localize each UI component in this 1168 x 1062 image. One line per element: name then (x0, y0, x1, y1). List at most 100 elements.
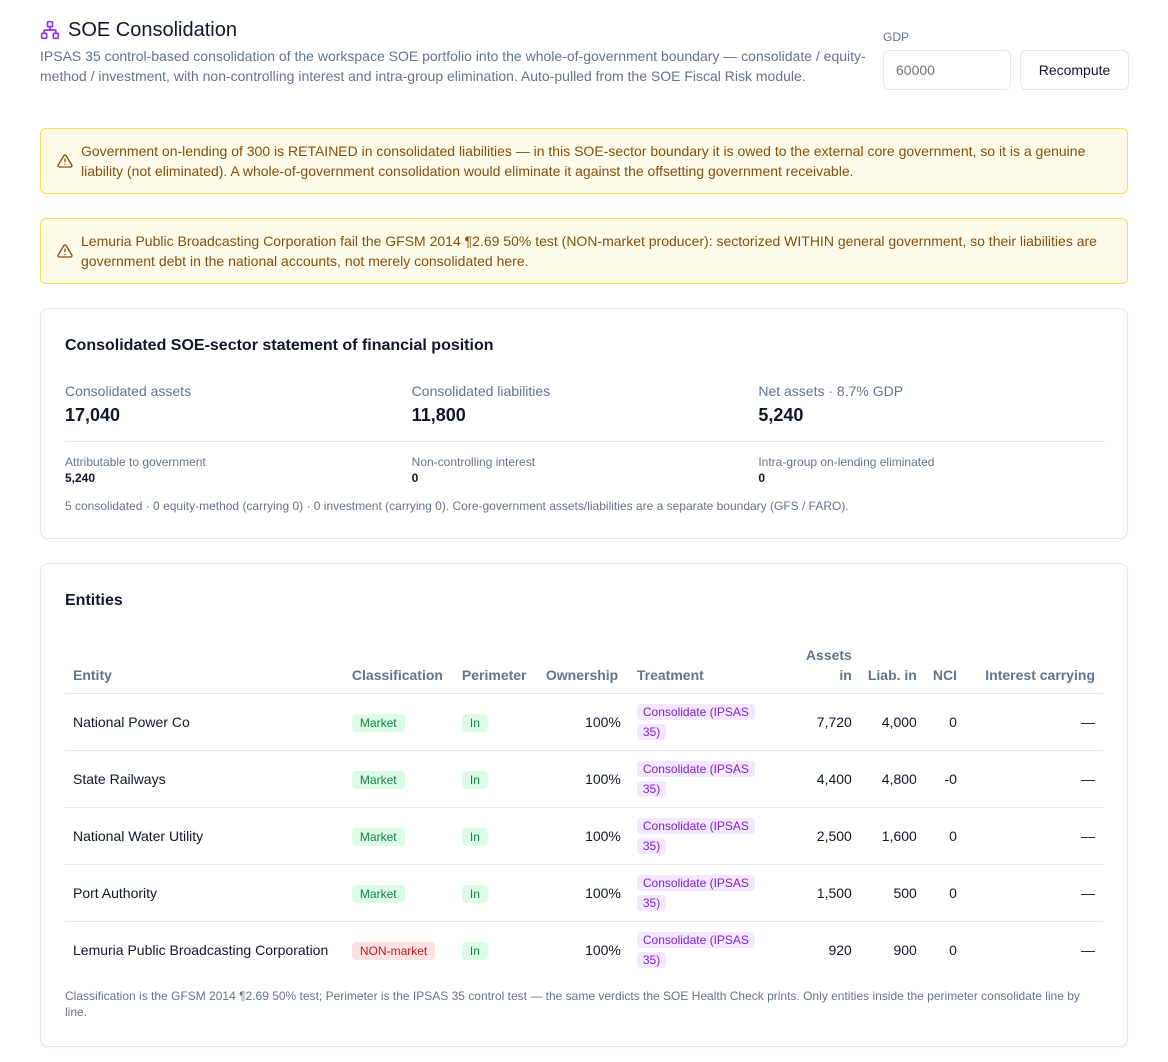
classification-badge: Market (351, 884, 405, 903)
divider (65, 441, 1105, 442)
cell-liabilities: 900 (893, 941, 917, 958)
recompute-button[interactable]: Recompute (1020, 50, 1129, 90)
submetric-label: Intra-group on-lending eliminated (758, 455, 935, 469)
alert-text: Government on-lending of 300 is RETAINED… (81, 143, 1086, 179)
metric-consolidated-assets: Consolidated assets 17,040 (65, 383, 412, 426)
submetric-label: Non-controlling interest (411, 455, 536, 469)
cell-nci: 0 (949, 884, 957, 901)
financial-position-card: Consolidated SOE-sector statement of fin… (40, 308, 1128, 539)
metric-label: Consolidated assets (65, 383, 192, 399)
cell-entity: State Railways (73, 770, 166, 787)
cell-nci: -0 (944, 770, 957, 787)
cell-interest: — (1081, 884, 1095, 901)
perimeter-badge: In (461, 941, 488, 960)
cell-entity: Port Authority (73, 884, 158, 901)
cell-assets: 2,500 (816, 827, 852, 844)
col-nci: NCI (932, 666, 957, 683)
warning-triangle-icon (57, 153, 73, 169)
metric-consolidated-liabilities: Consolidated liabilities 11,800 (412, 383, 759, 426)
gdp-input[interactable] (883, 50, 1011, 90)
cell-ownership: 100% (585, 884, 621, 901)
table-row: Port Authority Market In 100% Consolidat… (65, 864, 1103, 921)
perimeter-badge: In (461, 827, 488, 846)
warning-triangle-icon (57, 243, 73, 259)
entities-card: Entities Entity Classification Perimeter… (40, 563, 1128, 1047)
card-title: Consolidated SOE-sector statement of fin… (65, 337, 494, 354)
metric-value: 5,240 (758, 405, 804, 425)
submetric-label: Attributable to government (65, 455, 206, 469)
cell-entity: National Water Utility (73, 827, 204, 844)
col-ownership: Ownership (545, 666, 619, 683)
metric-net-assets: Net assets · 8.7% GDP 5,240 (758, 383, 1105, 426)
col-treatment: Treatment (636, 666, 704, 683)
classification-badge: NON-market (351, 941, 436, 960)
summary-note: 5 consolidated · 0 equity-method (carryi… (65, 499, 849, 513)
network-icon (40, 20, 60, 40)
page-subtitle: IPSAS 35 control-based consolidation of … (40, 48, 866, 84)
alert-text: Lemuria Public Broadcasting Corporation … (81, 233, 1097, 269)
col-entity: Entity (73, 666, 112, 683)
metric-value: 17,040 (65, 405, 121, 425)
card-title: Entities (65, 592, 123, 609)
col-liabilities: Liab. in (867, 666, 917, 683)
col-perimeter: Perimeter (461, 666, 527, 683)
cell-assets: 4,400 (816, 770, 852, 787)
col-interest: Interest carrying (985, 666, 1095, 683)
cell-interest: — (1081, 770, 1095, 787)
table-row: National Power Co Market In 100% Consoli… (65, 693, 1103, 750)
cell-ownership: 100% (585, 770, 621, 787)
perimeter-badge: In (461, 770, 488, 789)
cell-assets: 7,720 (816, 713, 852, 730)
cell-ownership: 100% (585, 713, 621, 730)
metric-value: 11,800 (411, 405, 466, 425)
metric-label: Consolidated liabilities (411, 383, 551, 399)
col-classification: Classification (351, 666, 443, 683)
cell-entity: National Power Co (73, 713, 190, 730)
gdp-control: GDP Recompute (883, 30, 1129, 90)
treatment-badge: Consolidate (IPSAS 35) (636, 817, 755, 854)
treatment-badge: Consolidate (IPSAS 35) (636, 760, 755, 797)
table-row: Lemuria Public Broadcasting Corporation … (65, 921, 1103, 978)
entities-table: Entity Classification Perimeter Ownershi… (65, 644, 1103, 978)
submetric-attributable: Attributable to government 5,240 (65, 455, 412, 485)
submetric-nci: Non-controlling interest 0 (412, 455, 759, 485)
cell-ownership: 100% (585, 941, 621, 958)
col-assets: Assets in (805, 646, 852, 683)
perimeter-badge: In (461, 884, 488, 903)
gdp-label: GDP (883, 30, 910, 44)
submetric-value: 0 (758, 471, 766, 485)
entities-note: Classification is the GFSM 2014 ¶2.69 50… (65, 989, 1080, 1019)
submetric-value: 5,240 (65, 471, 96, 485)
perimeter-badge: In (461, 713, 488, 732)
treatment-badge: Consolidate (IPSAS 35) (636, 703, 755, 740)
cell-interest: — (1081, 713, 1095, 730)
cell-interest: — (1081, 941, 1095, 958)
cell-liabilities: 1,600 (881, 827, 917, 844)
cell-liabilities: 4,000 (881, 713, 917, 730)
classification-badge: Market (351, 713, 405, 732)
page-header: SOE Consolidation IPSAS 35 control-based… (40, 18, 870, 86)
page-title: SOE Consolidation (68, 18, 237, 41)
table-row: National Water Utility Market In 100% Co… (65, 807, 1103, 864)
alert-on-lending: Government on-lending of 300 is RETAINED… (40, 128, 1128, 194)
cell-assets: 920 (828, 941, 852, 958)
cell-nci: 0 (949, 827, 957, 844)
treatment-badge: Consolidate (IPSAS 35) (636, 874, 755, 911)
cell-nci: 0 (949, 941, 957, 958)
cell-nci: 0 (949, 713, 957, 730)
cell-ownership: 100% (585, 827, 621, 844)
classification-badge: Market (351, 770, 405, 789)
classification-badge: Market (351, 827, 405, 846)
cell-interest: — (1081, 827, 1095, 844)
metric-label: Net assets · 8.7% GDP (758, 383, 904, 399)
cell-liabilities: 4,800 (881, 770, 917, 787)
cell-liabilities: 500 (893, 884, 917, 901)
cell-entity: Lemuria Public Broadcasting Corporation (73, 941, 329, 958)
table-header-row: Entity Classification Perimeter Ownershi… (65, 644, 1103, 693)
submetric-value: 0 (411, 471, 419, 485)
submetric-intra-group: Intra-group on-lending eliminated 0 (758, 455, 1105, 485)
cell-assets: 1,500 (816, 884, 852, 901)
table-row: State Railways Market In 100% Consolidat… (65, 750, 1103, 807)
alert-non-market: Lemuria Public Broadcasting Corporation … (40, 218, 1128, 284)
treatment-badge: Consolidate (IPSAS 35) (636, 931, 755, 968)
